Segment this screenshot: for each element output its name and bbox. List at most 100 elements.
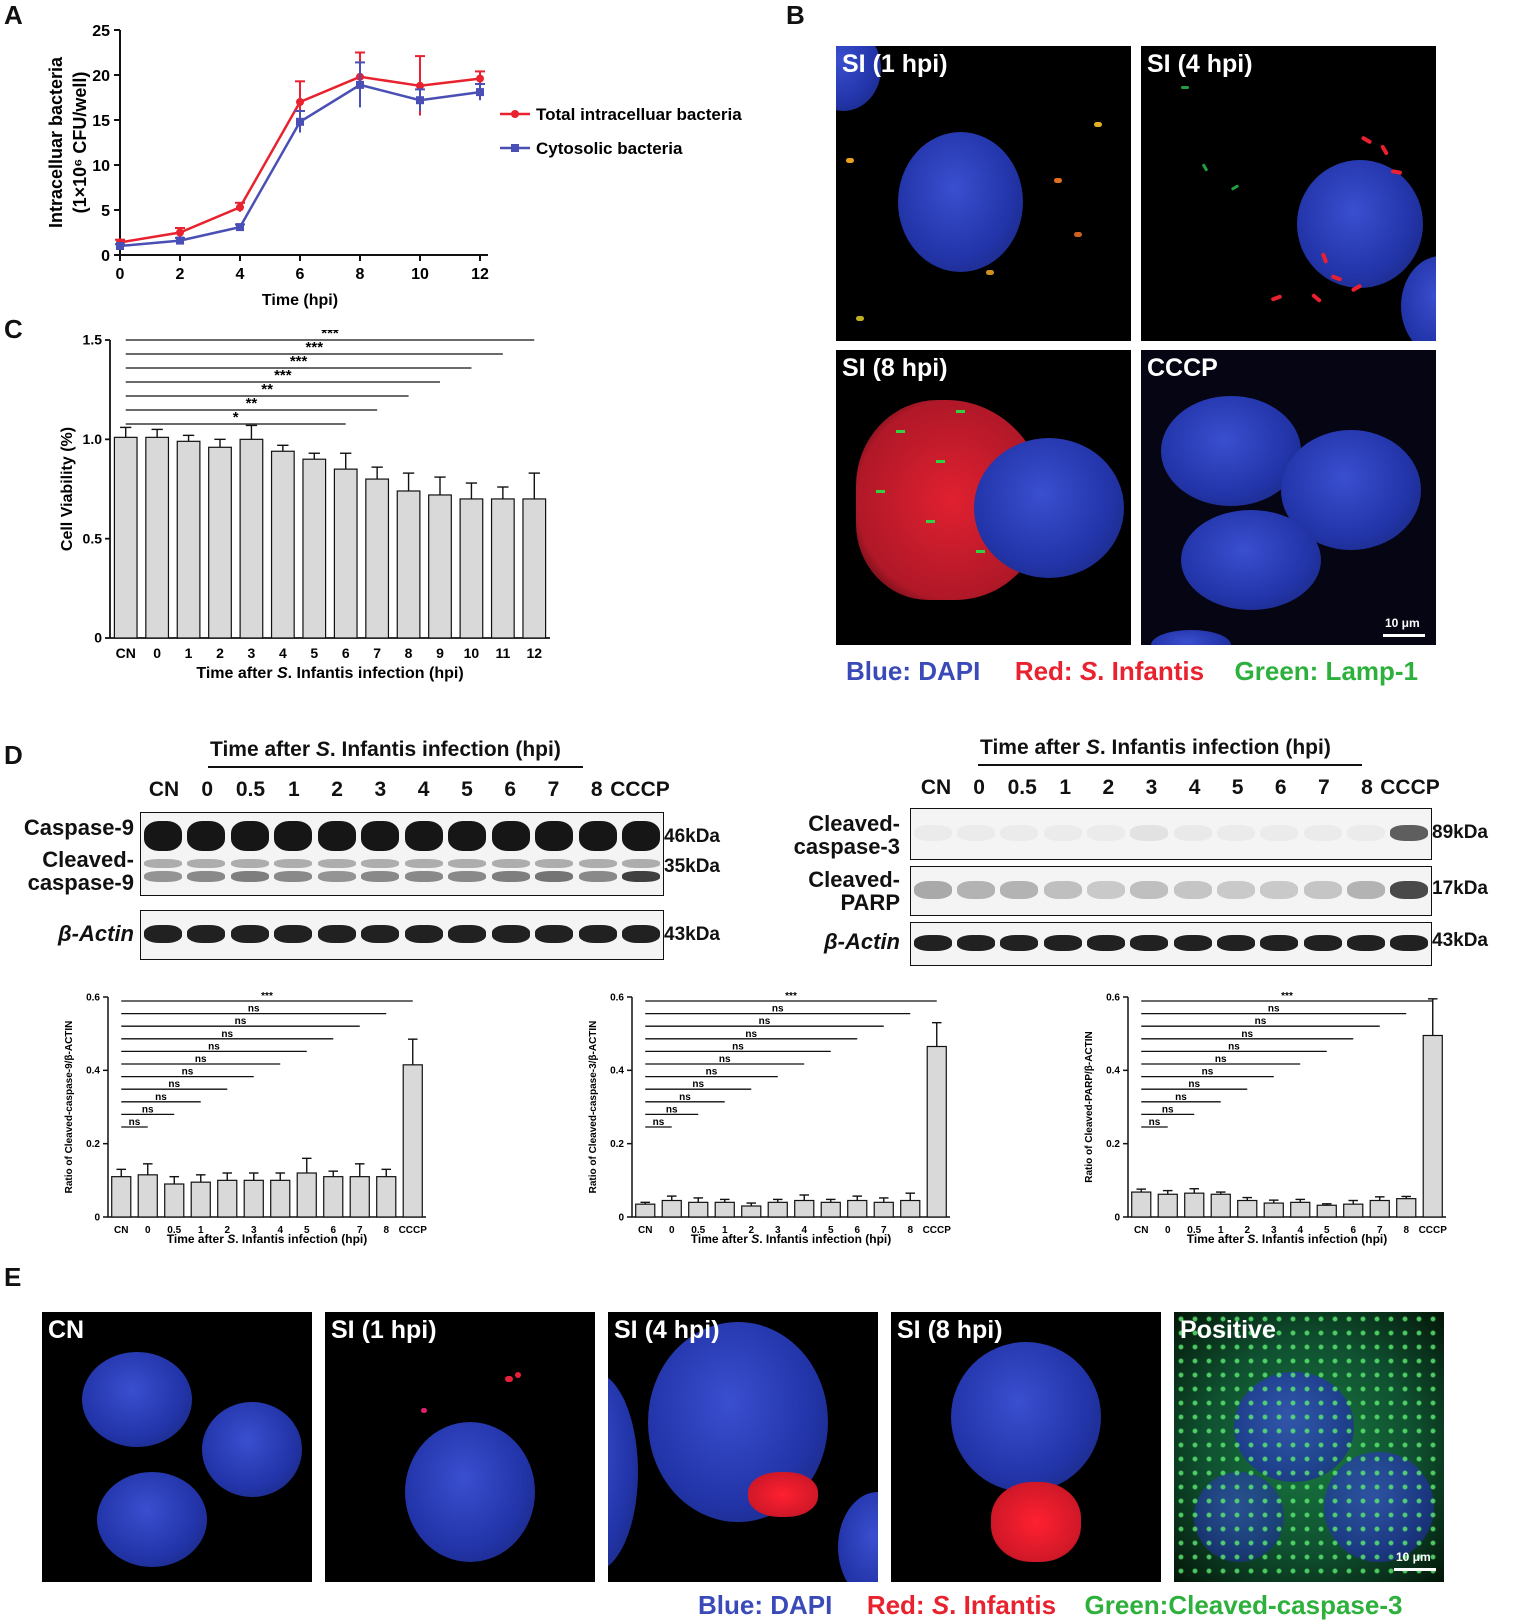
blot-band [1260,935,1299,951]
y-tick-label: 0.5 [83,530,103,546]
blot-band [361,925,400,943]
blot-right-title: Time after S. Infantis infection (hpi) [980,736,1331,759]
x-tick-label: 6 [1350,1225,1356,1236]
significance-label: ns [142,1104,154,1115]
x-tick-label: 8 [356,266,365,283]
x-tick-label: 1 [722,1225,728,1236]
nucleus [405,1422,535,1562]
blot-band [317,871,356,882]
blot-band [1346,881,1386,899]
significance-label: ns [182,1067,194,1078]
x-tick-label: 4 [279,645,287,661]
kda-35: 35kDa [664,856,720,877]
bar [490,498,515,639]
blot-band [187,859,226,868]
legend-marker [511,144,519,152]
significance-label: ns [195,1054,207,1065]
y-tick-label: 0.6 [86,992,100,1003]
micro-e-1hpi: SI (1 hpi) [325,1312,595,1582]
lane-label: 8 [590,778,603,801]
x-tick-label: 10 [464,645,480,661]
bar [349,1176,370,1218]
x-tick-label: 3 [251,1225,257,1236]
chart-d-cleaved-caspase9: 00.20.40.6CN 0 0.5 1 2 3 4 5 6 7 8 CCCPnsnsnsnsnsns… [64,991,427,1246]
x-tick-label: 7 [373,645,381,661]
bacteria-cluster [748,1472,818,1517]
significance-label: ns [155,1092,167,1103]
bar [365,478,390,639]
significance-label: ns [1228,1041,1240,1052]
lane-label: 8 [1361,776,1373,799]
blot-band [317,859,356,868]
micro-e-4hpi: SI (4 hpi) [608,1312,878,1582]
x-axis-title: Time after S. Infantis infection (hpi) [167,1232,367,1246]
legend-red: Red: S. Infantis [1014,656,1205,686]
micro-label: SI (4 hpi) [1147,50,1253,78]
significance-label: ns [772,1004,784,1015]
significance-label: ns [759,1016,771,1027]
bar [926,1045,947,1218]
blot-band [274,871,313,882]
y-axis-title: Ratio of Cleaved-caspase-3/β-ACTIN [588,1021,599,1194]
bar [661,1199,682,1218]
legend-green: Green: Lamp-1 [1234,656,1419,686]
blot-cleaved-caspase3 [910,808,1432,860]
lane-label: 1 [287,778,300,801]
legend-blue: Blue: DAPI [846,656,981,686]
y-tick-label: 1.5 [83,332,103,348]
lane-label: CCCP [1380,776,1440,799]
bar [302,458,327,639]
x-tick-label: 2 [216,645,224,661]
x-tick-label: 3 [775,1225,781,1236]
data-point [296,98,304,106]
bar [1422,1034,1443,1218]
bar [1396,1198,1417,1218]
lane-label: 7 [1317,776,1330,799]
y-tick-label: 0.6 [1106,992,1120,1003]
blot-band [187,821,226,851]
x-tick-label: 4 [801,1225,807,1236]
bar [190,1181,211,1218]
x-tick-label: 2 [748,1225,754,1236]
bar [270,450,295,639]
bar [137,1174,158,1218]
blot-band [448,859,487,868]
micro-label: Positive [1180,1316,1276,1344]
blot-band [448,925,487,943]
significance-label: ns [1175,1092,1187,1103]
kda-46: 46kDa [664,826,720,847]
bar [1263,1202,1284,1218]
y-tick-label: 5 [101,203,110,220]
y-tick-label: 20 [92,68,110,85]
bar [296,1172,317,1218]
bar [767,1201,788,1218]
blot-band [1173,935,1212,951]
data-point [236,203,244,212]
blot-band [535,821,574,851]
data-point [116,242,124,250]
blot-band [1216,881,1256,899]
blot-band [230,821,269,851]
x-tick-label: 6 [330,1225,336,1236]
micro-e-8hpi: SI (8 hpi) [891,1312,1161,1582]
y-tick-label: 25 [92,23,110,40]
row-label-cleaved-parp: Cleaved- PARP [808,867,900,916]
nucleus [1161,396,1301,506]
blot-band [317,821,356,851]
panel-e-legend: Blue: DAPI Red: S. Infantis Green:Cleave… [698,1590,1402,1621]
blot-band [1000,825,1039,841]
y-tick-label: 0.4 [610,1066,624,1077]
blot-band [448,871,487,882]
x-tick-label: 11 [495,645,510,661]
bar [111,1176,132,1218]
y-tick-label: 0 [1114,1212,1120,1223]
data-point [236,223,244,232]
significance-label: ns [1202,1067,1214,1078]
significance-label: ns [1215,1054,1227,1065]
blot-band [913,825,952,841]
x-tick-label: 4 [277,1225,283,1236]
bar [402,1064,423,1218]
bar [270,1179,291,1218]
nucleus [202,1402,302,1497]
significance-label: ns [221,1029,233,1040]
